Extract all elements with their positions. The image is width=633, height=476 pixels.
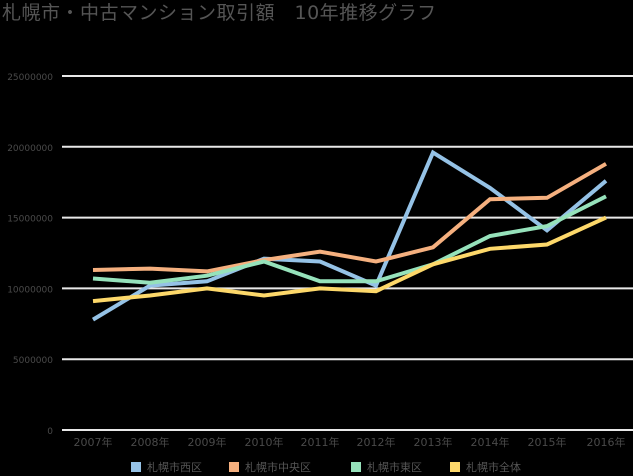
legend-label: 札幌市東区 xyxy=(367,461,422,474)
x-tick-label: 2014年 xyxy=(471,435,510,449)
x-tick-label: 2012年 xyxy=(357,435,396,449)
y-tick-label: 20000000 xyxy=(7,144,53,154)
series-line xyxy=(91,149,608,322)
series-lines xyxy=(91,149,608,322)
x-tick-label: 2013年 xyxy=(414,435,453,449)
y-axis-ticks: 0 5000000 10000000 15000000 20000000 25000000 xyxy=(7,73,53,437)
x-tick-label: 2016年 xyxy=(587,435,626,449)
legend-swatch-icon xyxy=(229,462,239,472)
legend-swatch-icon xyxy=(131,462,141,472)
series-line xyxy=(92,194,607,285)
series-line xyxy=(92,162,607,274)
x-tick-label: 2007年 xyxy=(74,435,113,449)
x-tick-label: 2009年 xyxy=(188,435,227,449)
x-tick-label: 2011年 xyxy=(301,435,340,449)
y-tick-label: 15000000 xyxy=(7,215,53,225)
y-tick-label: 0 xyxy=(47,427,53,437)
legend-swatch-icon xyxy=(450,462,460,472)
legend: 札幌市西区 札幌市中央区 札幌市東区 札幌市全体 xyxy=(0,459,633,475)
chart-title: 札幌市・中古マンション取引額 10年推移グラフ xyxy=(2,2,437,24)
legend-label: 札幌市全体 xyxy=(466,461,521,474)
legend-swatch-icon xyxy=(351,462,361,472)
legend-item-zentai[interactable]: 札幌市全体 xyxy=(450,459,521,475)
y-tick-label: 5000000 xyxy=(13,356,53,366)
x-axis-ticks: 2007年 2008年 2009年 2010年 2011年 2012年 2013年 2014年… xyxy=(74,435,626,449)
series-line xyxy=(92,215,607,304)
legend-label: 札幌市西区 xyxy=(147,461,202,474)
legend-item-higashi[interactable]: 札幌市東区 xyxy=(351,459,422,475)
legend-item-nishi[interactable]: 札幌市西区 xyxy=(131,459,202,475)
y-tick-label: 25000000 xyxy=(7,73,53,83)
legend-item-chuo[interactable]: 札幌市中央区 xyxy=(229,459,311,475)
x-tick-label: 2010年 xyxy=(245,435,284,449)
gridlines xyxy=(62,75,633,431)
y-tick-label: 10000000 xyxy=(7,285,53,295)
legend-label: 札幌市中央区 xyxy=(245,461,311,474)
x-tick-label: 2015年 xyxy=(528,435,567,449)
x-tick-label: 2008年 xyxy=(131,435,170,449)
